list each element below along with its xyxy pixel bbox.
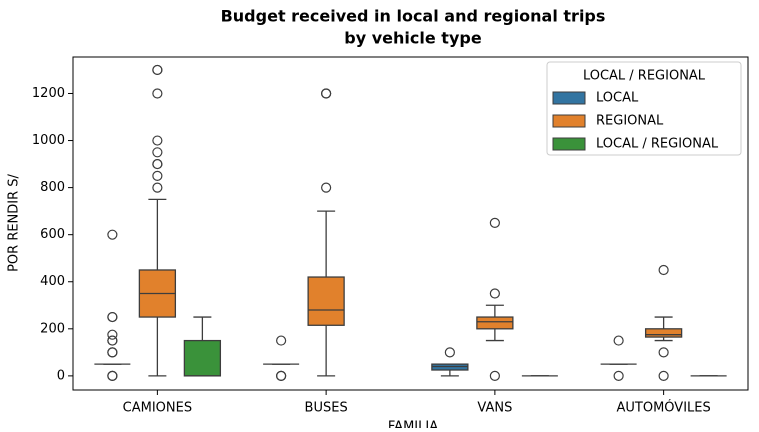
y-tick-label: 400: [40, 274, 65, 289]
outlier: [107, 229, 118, 240]
outlier: [658, 347, 669, 358]
outlier: [107, 347, 118, 358]
outlier: [107, 335, 118, 346]
outlier: [107, 370, 118, 381]
legend-label: LOCAL / REGIONAL: [596, 137, 719, 152]
outlier: [613, 370, 624, 381]
box: [476, 316, 514, 330]
legend-label: LOCAL: [596, 91, 639, 106]
x-axis-label: FAMILIA: [388, 420, 438, 429]
outlier: [613, 335, 624, 346]
y-tick-label: 1000: [32, 133, 65, 148]
y-tick-label: 200: [40, 321, 65, 336]
plot-frame: [72, 56, 749, 391]
x-tick-label: AUTOMÓVILES: [617, 400, 711, 416]
legend-swatch: [552, 114, 586, 128]
legend-swatch: [552, 91, 586, 105]
x-tick-label: VANS: [477, 401, 512, 416]
outlier: [152, 64, 163, 76]
y-tick-label: 800: [40, 180, 65, 195]
y-tick-label: 0: [57, 368, 65, 383]
outlier: [152, 158, 163, 170]
outlier: [489, 217, 500, 229]
chart-title: by vehicle type: [344, 29, 482, 48]
box: [183, 339, 222, 377]
outlier: [489, 288, 500, 299]
legend-swatch: [552, 137, 586, 151]
box: [644, 328, 683, 338]
legend-title: LOCAL / REGIONAL: [583, 69, 706, 84]
outlier: [152, 182, 163, 193]
y-tick-label: 600: [40, 227, 65, 242]
outlier: [658, 370, 669, 381]
x-tick-label: BUSES: [305, 401, 348, 416]
outlier: [107, 329, 118, 340]
outlier: [321, 88, 332, 99]
outlier: [489, 370, 500, 381]
outlier: [152, 170, 163, 181]
outlier: [152, 88, 163, 99]
legend-box: [546, 61, 742, 156]
box: [307, 276, 345, 326]
y-tick-label: 1200: [32, 86, 65, 101]
outlier: [444, 347, 455, 358]
legend-label: REGIONAL: [596, 114, 664, 129]
outlier: [276, 335, 287, 346]
outlier: [107, 311, 118, 323]
x-tick-label: CAMIONES: [123, 401, 192, 416]
chart-title: Budget received in local and regional tr…: [221, 7, 606, 26]
outlier: [276, 370, 287, 381]
outlier: [152, 135, 163, 146]
outlier: [152, 147, 163, 158]
outlier: [658, 264, 669, 276]
outlier: [321, 182, 332, 193]
y-axis-label: POR RENDIR S/: [7, 173, 22, 271]
